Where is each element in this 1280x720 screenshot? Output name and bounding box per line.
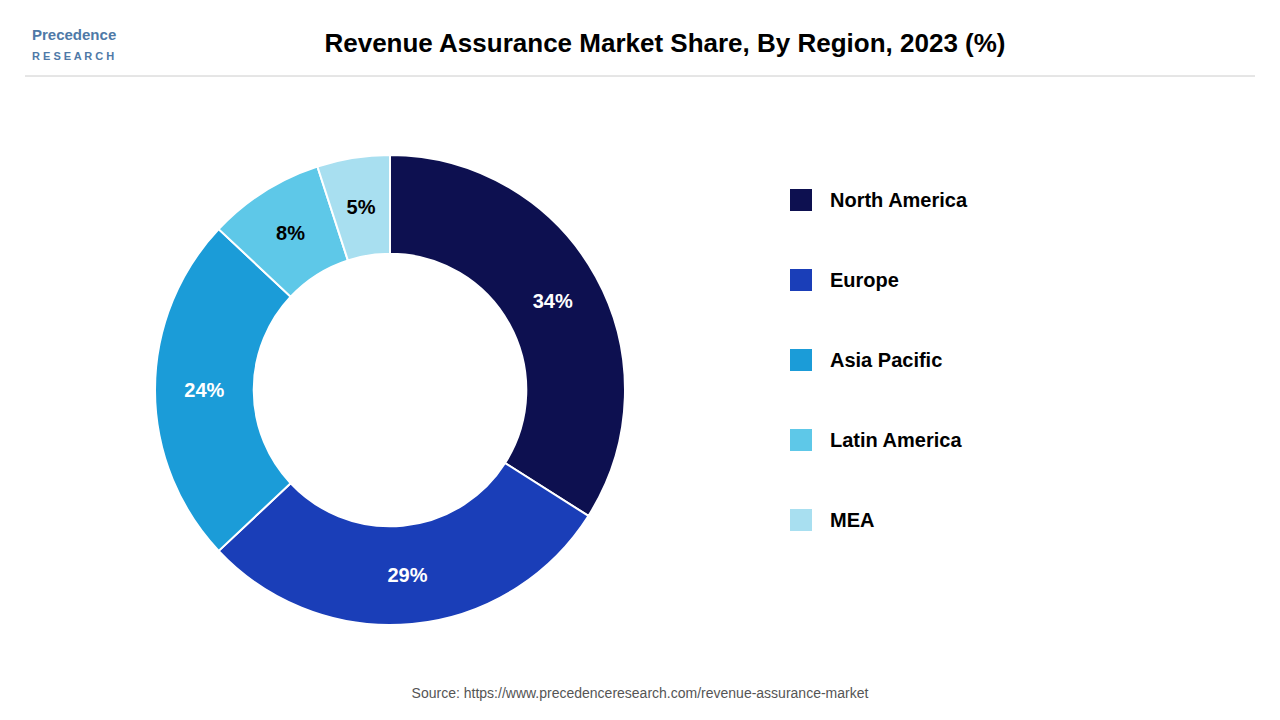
legend-item: North America bbox=[790, 189, 968, 211]
legend-swatch bbox=[790, 189, 812, 211]
slice bbox=[317, 155, 390, 260]
data-label: 29% bbox=[387, 564, 427, 586]
logo: Precedence bbox=[32, 26, 116, 43]
data-labels: 34% 29% 24% 8% 5% bbox=[184, 196, 573, 586]
legend-swatch bbox=[790, 269, 812, 291]
legend: North America Europe Asia Pacific Latin Ame… bbox=[790, 189, 968, 531]
legend-label: Europe bbox=[830, 269, 899, 291]
data-label: 5% bbox=[347, 196, 376, 218]
slice bbox=[390, 155, 625, 516]
legend-swatch bbox=[790, 429, 812, 451]
title: Revenue Assurance Market Share, By Regio… bbox=[324, 28, 1005, 58]
legend-swatch bbox=[790, 509, 812, 531]
legend-label: Asia Pacific bbox=[830, 349, 942, 371]
legend-item: MEA bbox=[790, 509, 874, 531]
data-label: 34% bbox=[533, 290, 573, 312]
legend-swatch bbox=[790, 349, 812, 371]
legend-label: North America bbox=[830, 189, 968, 211]
legend-label: Latin America bbox=[830, 429, 962, 451]
data-label: 8% bbox=[276, 222, 305, 244]
source: Source: https://www.precedenceresearch.c… bbox=[412, 685, 869, 701]
legend-label: MEA bbox=[830, 509, 874, 531]
legend-item: Latin America bbox=[790, 429, 962, 451]
title-rule bbox=[25, 76, 1255, 77]
data-label: 24% bbox=[184, 379, 224, 401]
legend-item: Asia Pacific bbox=[790, 349, 942, 371]
chart: Revenue Assurance Market Share, By Regio… bbox=[0, 0, 1280, 720]
legend-item: Europe bbox=[790, 269, 899, 291]
logo: R E S E A R C H bbox=[32, 50, 114, 62]
donut bbox=[155, 155, 625, 625]
